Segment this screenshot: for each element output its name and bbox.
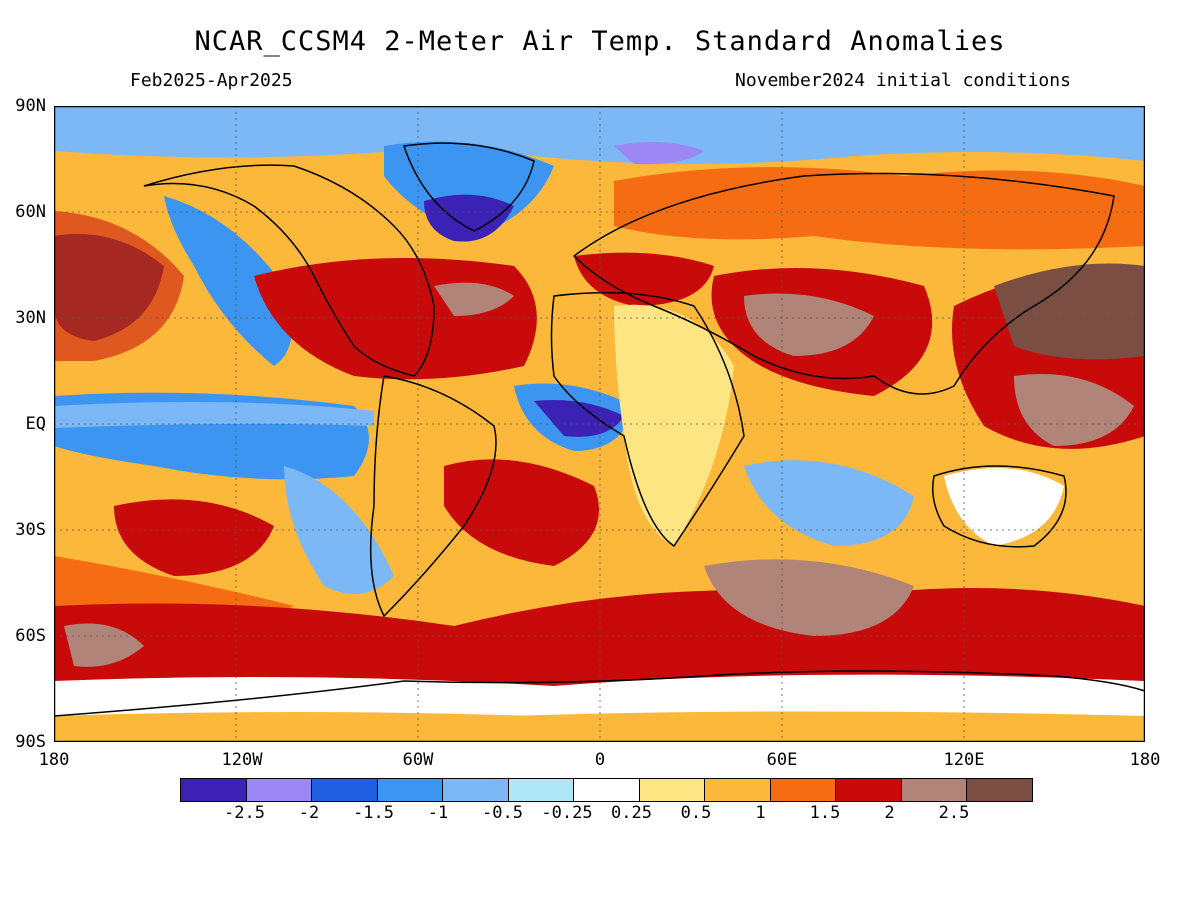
region-n-atlantic-brown [434,282,514,316]
lon-label-0: 0 [594,750,606,770]
legend-swatch-7 [639,779,705,801]
region-npac-red-ring [54,211,184,361]
region-greenland-core [424,194,514,242]
anomaly-map-svg [54,106,1145,742]
map-title: NCAR_CCSM4 2-Meter Air Temp. Standard An… [194,26,1006,57]
coast-south-america [369,375,497,618]
legend-label-11: 2.5 [938,803,970,823]
region-arctic-cold-spot [614,142,704,165]
region-siberia-warm [614,167,1145,250]
region-s-indian-brown [704,559,914,636]
region-antarctic-orange [54,712,1145,742]
lat-label-30n: 30N [15,308,46,328]
coast-africa [550,291,745,548]
legend-label-4: -0.5 [482,803,523,823]
legend-swatch-4 [443,779,509,801]
legend-swatch-12 [967,779,1032,801]
legend-label-9: 1.5 [809,803,841,823]
lon-label-120e: 120E [943,750,985,770]
coast-greenland [403,142,535,232]
legend-swatch-3 [377,779,443,801]
legend-label-10: 2 [884,803,895,823]
lon-label-180w: 180 [38,750,70,770]
lon-label-180e: 180 [1129,750,1161,770]
region-indian-ocean-cold [744,460,914,546]
lon-label-60e: 60E [766,750,798,770]
region-s-pacific-red [114,499,274,576]
forecast-period: Feb2025-Apr2025 [130,70,293,91]
legend-label-3: -1 [427,803,449,823]
lat-label-30s: 30S [15,520,46,540]
region-asia-brown-core [744,293,874,356]
legend-swatch-0 [181,779,247,801]
initial-conditions: November2024 initial conditions [735,70,1071,91]
lat-label-60n: 60N [15,202,46,222]
legend-swatch-6 [574,779,640,801]
legend-swatch-5 [508,779,574,801]
coast-eurasia [572,172,1115,395]
gridlines [54,106,1145,742]
region-arctic-light [54,106,1145,164]
legend-label-5: -0.25 [541,803,593,823]
legend-label-0: -2.5 [224,803,265,823]
legend-label-8: 1 [755,803,766,823]
legend-label-6: 0.25 [611,803,652,823]
lon-label-60w: 60W [402,750,434,770]
region-tropical-atlantic-core [534,400,624,437]
legend-label-2: -1.5 [353,803,394,823]
lat-label-eq: EQ [25,414,46,434]
legend-swatch-2 [312,779,378,801]
lat-label-90n: 90N [15,96,46,116]
region-antarctic-white [54,674,1145,718]
legend-label-7: 0.5 [680,803,712,823]
legend-colorbar [180,778,1033,802]
coast-australia [932,465,1067,548]
legend-swatch-8 [705,779,771,801]
region-australia-light [944,468,1064,546]
map-border [54,106,1145,742]
region-equator-light [54,402,374,428]
legend-swatch-9 [770,779,836,801]
lat-label-60s: 60S [15,626,46,646]
legend-swatch-10 [836,779,902,801]
anomaly-map [54,106,1145,742]
region-s-pacific-cold [284,466,394,594]
region-s-atlantic-red [444,459,599,566]
region-nw-america-cold [164,196,292,366]
region-africa-light [614,304,734,546]
lon-label-120w: 120W [221,750,263,770]
legend-label-1: -2 [298,803,320,823]
region-maritime-brown [1014,374,1134,446]
region-s-pacific-brown [64,623,144,667]
region-w-pacific-brown-core [994,263,1145,360]
lat-label-90s: 90S [15,732,46,752]
legend-swatch-11 [901,779,967,801]
legend-swatch-1 [246,779,312,801]
coast-antarctica [54,670,1145,717]
